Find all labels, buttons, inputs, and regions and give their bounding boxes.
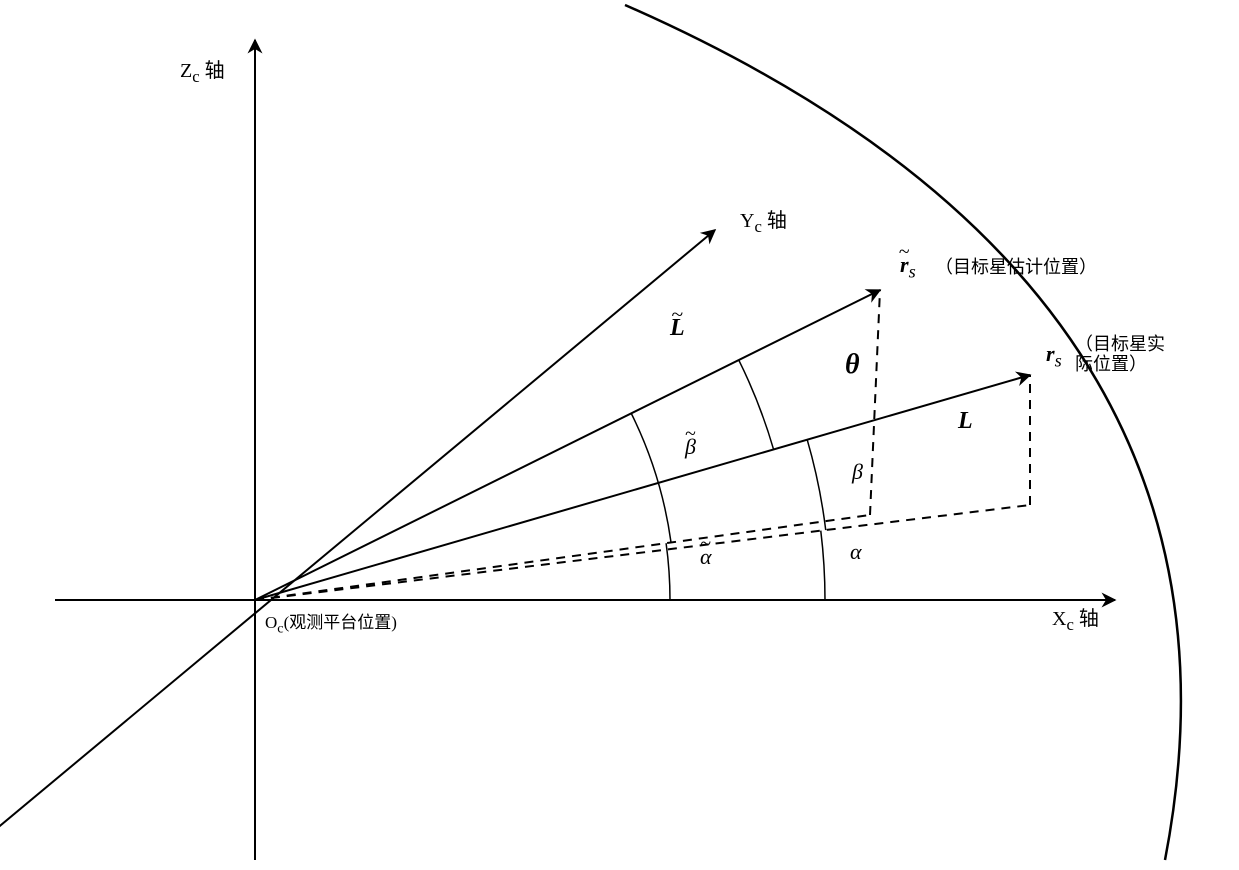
orbit-arc [625,5,1181,860]
origin-label: Oc(观测平台位置) [265,614,397,637]
dashed-1 [870,290,880,515]
angle-label-beta: β [852,460,863,484]
vector-label-L_real: L [958,408,973,434]
angle-label-theta: θ [845,350,860,381]
angle-beta_tilde [631,413,671,542]
axis-label-y: Yc 轴 [740,210,787,236]
angle-label-beta_tilde: β [685,435,696,459]
point-symbol-rs_real: rs [1046,342,1062,371]
diagram-svg [0,0,1239,870]
axis-y [0,230,715,830]
angle-beta [807,440,826,530]
point-symbol-rs_est: rs [900,253,916,282]
axis-label-x: Xc 轴 [1052,608,1099,634]
point-note-rs_real: （目标星实际位置） [1075,335,1165,375]
dashed-2 [255,505,1030,600]
point-note-rs_est: （目标星估计位置） [935,258,1097,278]
vector-label-L_est: L [670,315,685,341]
dashed-0 [255,515,870,600]
angle-alpha_tilde [666,543,670,600]
angle-label-alpha: α [850,540,862,564]
angle-label-alpha_tilde: α [700,545,712,569]
axis-label-z: Zc 轴 [180,60,225,86]
angle-alpha [821,531,825,600]
angle-theta [739,360,774,449]
